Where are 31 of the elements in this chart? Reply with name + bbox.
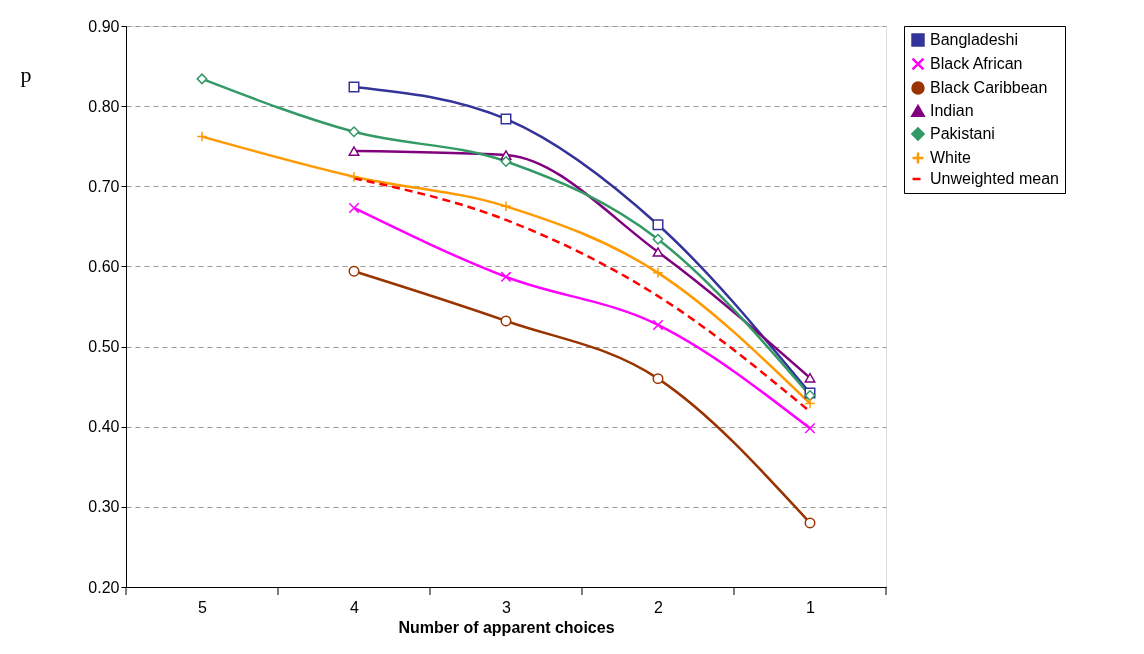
- point: [348, 171, 360, 183]
- legend-label: Black Caribbean: [930, 79, 1048, 96]
- point: [500, 271, 512, 283]
- y-tick-label: 0.90: [88, 17, 120, 35]
- x-tick-label: 3: [502, 598, 512, 616]
- point: [804, 397, 816, 409]
- point: [500, 200, 512, 212]
- y-axis-title: p: [20, 61, 32, 87]
- legend-label: Black African: [930, 55, 1023, 72]
- legend-label: Bangladeshi: [930, 31, 1019, 48]
- point: [652, 319, 664, 331]
- y-tick-label: 0.50: [88, 338, 120, 356]
- x-tick-label: 4: [350, 598, 360, 616]
- point: [196, 131, 208, 143]
- legend-label: Indian: [930, 102, 974, 119]
- y-tick-label: 0.30: [88, 498, 120, 516]
- point: [652, 267, 664, 279]
- x-tick-label: 5: [198, 598, 208, 616]
- y-tick-label: 0.60: [88, 257, 120, 275]
- y-tick-label: 0.20: [88, 578, 120, 596]
- x-tick-label: 1: [806, 598, 816, 616]
- x-axis-title: Number of apparent choices: [398, 618, 615, 636]
- y-tick-label: 0.40: [88, 418, 120, 436]
- y-tick-label: 0.80: [88, 97, 120, 115]
- x-tick-label: 2: [654, 598, 664, 616]
- legend-label: Unweighted mean: [930, 170, 1059, 187]
- point: [804, 422, 816, 434]
- point: [348, 202, 360, 214]
- legend-label: Pakistani: [930, 125, 995, 142]
- y-tick-label: 0.70: [88, 177, 120, 195]
- legend-label: White: [930, 149, 971, 166]
